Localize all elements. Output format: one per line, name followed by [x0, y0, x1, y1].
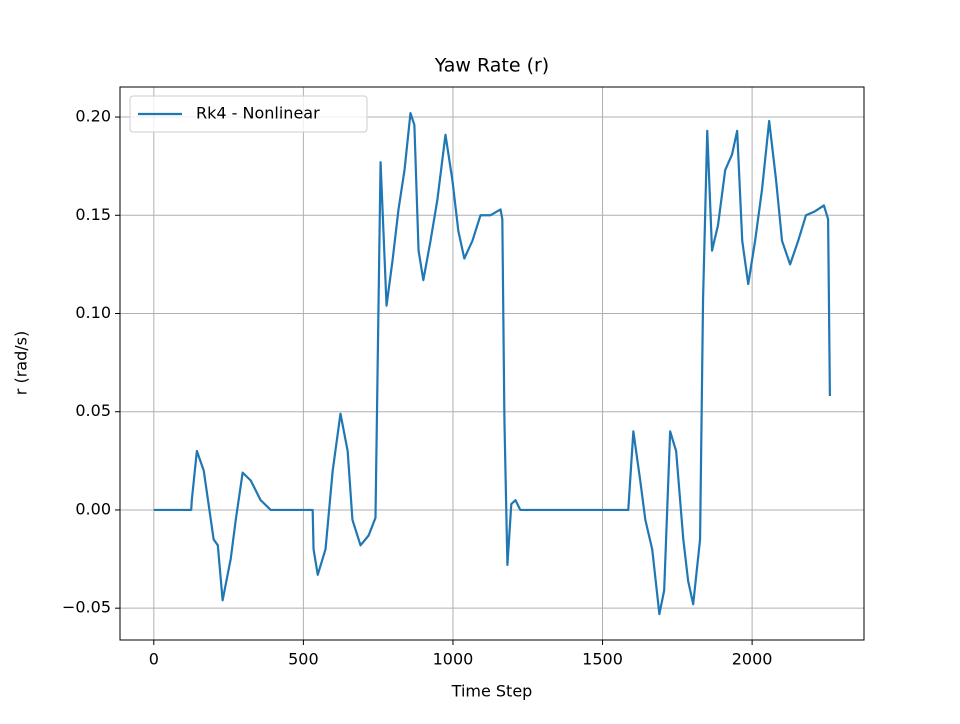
- y-tick-label: 0.20: [75, 107, 111, 126]
- x-axis-label: Time Step: [451, 682, 533, 701]
- x-tick-label: 1500: [582, 650, 623, 669]
- y-tick-label: 0.15: [75, 205, 111, 224]
- plot-frame: [119, 86, 865, 641]
- x-tick-label: 0: [149, 650, 159, 669]
- chart-title: Yaw Rate (r): [434, 55, 549, 77]
- x-tick-label: 500: [288, 650, 319, 669]
- y-tick-label: 0.00: [75, 499, 111, 518]
- legend-box: [129, 95, 368, 133]
- x-tick-label: 1000: [433, 650, 474, 669]
- y-tick-label: −0.05: [62, 598, 111, 617]
- data-line: [153, 112, 831, 616]
- legend-label: Rk4 - Nonlinear: [196, 104, 320, 123]
- x-tick-label: 2000: [732, 650, 773, 669]
- y-axis-label: r (rad/s): [12, 331, 31, 395]
- y-tick-label: 0.10: [75, 303, 111, 322]
- y-tick-label: 0.05: [75, 401, 111, 420]
